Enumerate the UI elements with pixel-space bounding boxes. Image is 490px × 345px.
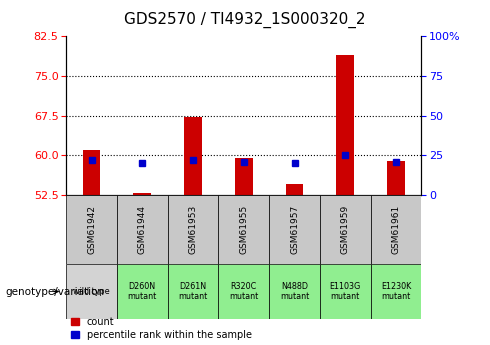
Bar bbox=[235, 158, 253, 195]
Text: wild type: wild type bbox=[73, 287, 110, 296]
Bar bbox=[117, 195, 168, 264]
Bar bbox=[66, 195, 117, 264]
Bar bbox=[269, 195, 320, 264]
Bar bbox=[219, 264, 269, 319]
Text: E1103G
mutant: E1103G mutant bbox=[330, 282, 361, 301]
Text: GSM61959: GSM61959 bbox=[341, 205, 350, 254]
Text: N488D
mutant: N488D mutant bbox=[280, 282, 309, 301]
Bar bbox=[320, 264, 370, 319]
Bar bbox=[387, 160, 405, 195]
Text: GSM61957: GSM61957 bbox=[290, 205, 299, 254]
Bar bbox=[370, 195, 421, 264]
Legend: count, percentile rank within the sample: count, percentile rank within the sample bbox=[71, 317, 251, 340]
Text: D260N
mutant: D260N mutant bbox=[128, 282, 157, 301]
Bar bbox=[168, 195, 219, 264]
Text: GDS2570 / TI4932_1S000320_2: GDS2570 / TI4932_1S000320_2 bbox=[124, 12, 366, 28]
Bar bbox=[66, 264, 117, 319]
Text: E1230K
mutant: E1230K mutant bbox=[381, 282, 411, 301]
Bar bbox=[269, 264, 320, 319]
Bar bbox=[370, 264, 421, 319]
Text: GSM61942: GSM61942 bbox=[87, 205, 96, 254]
Text: GSM61953: GSM61953 bbox=[189, 205, 197, 254]
Text: GSM61944: GSM61944 bbox=[138, 205, 147, 254]
Text: R320C
mutant: R320C mutant bbox=[229, 282, 258, 301]
Bar bbox=[219, 195, 269, 264]
Bar bbox=[117, 264, 168, 319]
Bar bbox=[168, 264, 219, 319]
Bar bbox=[286, 184, 303, 195]
Text: genotype/variation: genotype/variation bbox=[5, 287, 104, 296]
Text: D261N
mutant: D261N mutant bbox=[178, 282, 208, 301]
FancyArrowPatch shape bbox=[54, 289, 58, 294]
Bar bbox=[83, 150, 100, 195]
Text: GSM61961: GSM61961 bbox=[392, 205, 400, 254]
Bar bbox=[320, 195, 370, 264]
Text: GSM61955: GSM61955 bbox=[239, 205, 248, 254]
Bar bbox=[337, 55, 354, 195]
Bar bbox=[133, 193, 151, 195]
Bar bbox=[184, 117, 202, 195]
